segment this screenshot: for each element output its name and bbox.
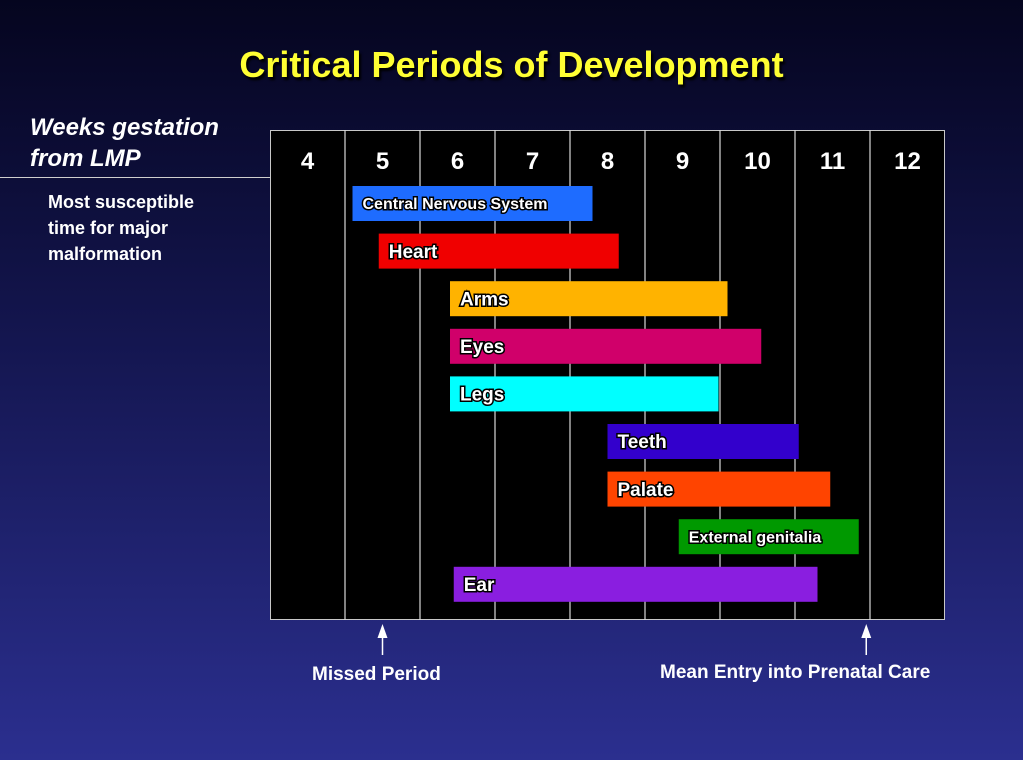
bar-label: Legs: [460, 385, 504, 406]
bar-eyes: [450, 328, 762, 364]
mean-entry-label: Mean Entry into Prenatal Care: [660, 662, 931, 683]
missed-period-label: Missed Period: [312, 664, 441, 685]
page-title: Critical Periods of Development: [239, 44, 784, 85]
bar-label: Teeth: [618, 432, 667, 453]
bar-label: External genitalia: [689, 529, 822, 546]
bar-label: Central Nervous System: [363, 196, 548, 213]
bar-teeth: [607, 424, 799, 459]
bar-heart: [378, 233, 619, 269]
susceptible-label: Most susceptible time for major malforma…: [48, 189, 248, 267]
bar-external-genitalia: [678, 519, 859, 555]
x-tick-label: 5: [376, 148, 389, 175]
x-tick-label: 9: [676, 148, 689, 175]
x-tick-label: 12: [894, 148, 921, 175]
x-tick-label: 4: [301, 148, 315, 175]
bar-label: Palate: [618, 480, 674, 501]
bar-label: Eyes: [460, 337, 504, 358]
x-axis-label-line1: Weeks gestation: [30, 114, 219, 141]
x-tick-label: 8: [601, 148, 614, 175]
x-tick-label: 7: [526, 148, 539, 175]
susceptible-line: Most susceptible: [48, 192, 195, 212]
marker-arrow-head: [377, 624, 388, 638]
bar-label: Arms: [460, 289, 509, 310]
bar-palate: [607, 471, 831, 507]
susceptible-line: time for major: [48, 218, 169, 238]
bar-ear: [453, 566, 818, 602]
x-axis-label: Weeks gestation from LMP: [30, 112, 219, 174]
bar-legs: [450, 376, 719, 412]
bar-label: Heart: [389, 242, 438, 263]
marker-arrow-head: [861, 624, 872, 638]
x-tick-label: 6: [451, 148, 464, 175]
susceptible-line: malformation: [48, 244, 163, 264]
bar-label: Ear: [464, 575, 495, 596]
bar-arms: [450, 281, 728, 317]
x-tick-label: 11: [820, 148, 845, 175]
bar-central-nervous-system: [352, 186, 593, 221]
x-axis-label-line2: from LMP: [30, 145, 141, 172]
x-tick-label: 10: [744, 148, 771, 175]
